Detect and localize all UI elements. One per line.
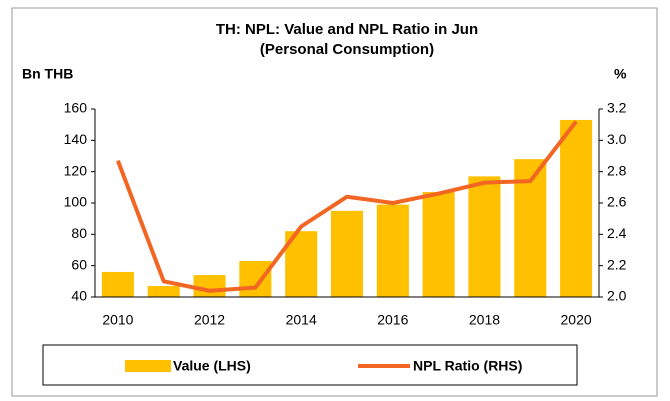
y-tick-label: 80 (71, 225, 87, 241)
legend-label: Value (LHS) (173, 358, 251, 374)
bar (422, 192, 455, 297)
legend-box (42, 344, 578, 386)
bar (330, 210, 364, 297)
x-tick-label: 2018 (469, 312, 500, 328)
bar (193, 275, 226, 297)
y2-tick-label: 2.6 (607, 194, 627, 210)
legend-label: NPL Ratio (RHS) (413, 358, 522, 374)
y-tick-label: 140 (64, 131, 88, 147)
chart-subtitle: (Personal Consumption) (260, 41, 434, 58)
x-tick-label: 2020 (561, 312, 592, 328)
y-tick-label: 100 (64, 194, 88, 210)
y2-axis-label: % (614, 66, 627, 82)
y2-tick-label: 3.2 (607, 100, 627, 116)
bar (101, 271, 134, 297)
x-tick-label: 2010 (102, 312, 133, 328)
bar (376, 204, 409, 297)
y2-tick-label: 2.2 (607, 256, 627, 272)
y-tick-label: 40 (71, 288, 87, 304)
y2-tick-label: 3.0 (607, 131, 627, 147)
line (116, 120, 578, 293)
y2-tick-label: 2.4 (607, 225, 627, 241)
y2-tick-label: 2.0 (607, 288, 627, 304)
x-tick-label: 2014 (286, 312, 317, 328)
x-tick-label: 2012 (194, 312, 225, 328)
bar (147, 286, 180, 297)
y-tick-label: 120 (64, 162, 88, 178)
y-tick-label: 160 (64, 100, 88, 116)
bar (468, 176, 501, 297)
y2-tick-label: 2.8 (607, 162, 627, 178)
y-axis-label: Bn THB (22, 66, 73, 82)
y-tick-label: 60 (71, 256, 87, 272)
chart-title: TH: NPL: Value and NPL Ratio in Jun (216, 21, 478, 38)
bar (560, 119, 593, 297)
bar (239, 260, 272, 297)
legend-swatch (125, 360, 171, 372)
frame (11, 7, 658, 397)
x-tick-label: 2016 (377, 312, 408, 328)
